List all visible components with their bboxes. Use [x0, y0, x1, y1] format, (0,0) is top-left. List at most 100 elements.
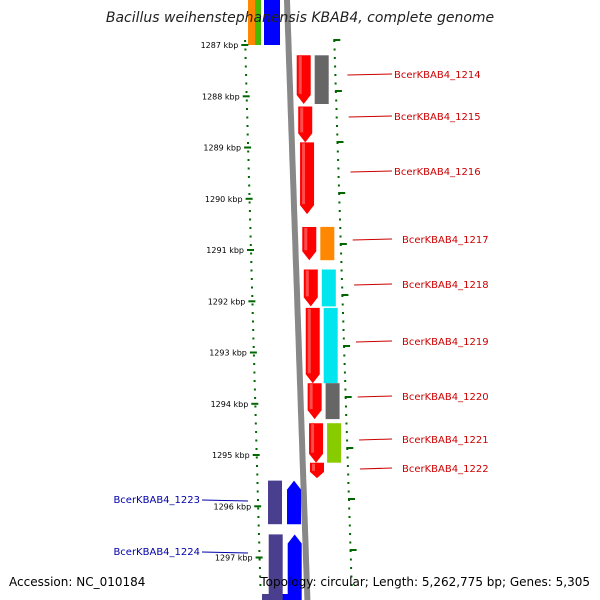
scale-tick-label: 1291 kbp: [206, 246, 244, 255]
gene-label-leader: [359, 438, 393, 441]
ruler-dot: [253, 388, 256, 391]
ruler-dot: [258, 541, 261, 544]
ruler-dot: [247, 150, 250, 153]
ruler-dot: [256, 465, 258, 467]
ruler-dot: [341, 286, 344, 289]
ruler-dot: [258, 567, 261, 569]
gene-label[interactable]: BcerKBAB4_1219: [402, 337, 489, 348]
ruler-dot: [255, 448, 258, 450]
ruler-dot: [342, 312, 344, 314]
gene-label[interactable]: BcerKBAB4_1223: [113, 495, 200, 506]
ruler-dot: [253, 371, 256, 374]
scale-tick-label: 1294 kbp: [211, 400, 249, 409]
ruler-dot: [248, 201, 251, 204]
gene-cog-block[interactable]: [320, 226, 335, 261]
gene-label-leader: [357, 395, 393, 398]
genome-backbone: [284, 0, 311, 600]
ruler-dot: [343, 363, 346, 365]
ruler-dot: [252, 337, 255, 340]
ruler-dot: [256, 482, 259, 484]
ruler-dot: [252, 346, 255, 348]
genome-summary-text: Topology: circular; Length: 5,262,775 bp…: [259, 575, 590, 589]
gene-label[interactable]: BcerKBAB4_1221: [402, 435, 489, 446]
ruler-dot: [259, 575, 262, 578]
gene-cog-block[interactable]: [314, 55, 329, 104]
gene-label-leader: [347, 73, 393, 76]
gene-label-leader: [348, 115, 393, 118]
ruler-dot: [349, 541, 352, 544]
ruler-dot: [339, 235, 342, 238]
ruler-dot: [259, 584, 262, 586]
ruler-dot: [250, 261, 253, 263]
ruler-dot: [250, 278, 253, 280]
gene-label[interactable]: BcerKBAB4_1220: [402, 392, 489, 403]
gene-label[interactable]: BcerKBAB4_1218: [402, 280, 489, 291]
ruler-dot: [337, 167, 340, 170]
ruler-dot: [248, 193, 251, 195]
gene-label[interactable]: BcerKBAB4_1216: [394, 167, 481, 178]
ruler-dot: [254, 414, 257, 416]
scale-ticks: 1287 kbp 1288 kbp 1289 kbp 1290 kbp 1291 kbp…: [201, 41, 263, 563]
ruler-dot: [251, 286, 253, 289]
gene-arrow-highlight: [309, 384, 313, 410]
gene-cog-block[interactable]: [323, 307, 338, 384]
ruler-dot: [255, 439, 258, 442]
ruler-dot: [336, 133, 339, 136]
gene-labels: BcerKBAB4_1214 BcerKBAB4_1215 BcerKBAB4_12…: [113, 70, 488, 558]
ruler-dot: [342, 329, 345, 331]
gene-arrow-highlight: [307, 308, 311, 374]
ruler-dot: [247, 176, 250, 178]
ruler-dot: [250, 269, 253, 272]
ruler-dot: [252, 329, 255, 331]
ruler-dot: [252, 320, 254, 323]
gene-arrow-highlight: [305, 270, 309, 297]
ruler-dot: [337, 176, 340, 178]
ruler-dot: [257, 507, 260, 510]
ruler-dot: [257, 499, 259, 501]
gene-arrow-reverse[interactable]: [287, 480, 302, 525]
ruler-dot: [245, 74, 248, 76]
ruler-dot: [246, 116, 249, 119]
gene-label-leader: [359, 467, 393, 470]
gene-arrow-reverse[interactable]: [287, 534, 302, 600]
ruler-dot: [341, 303, 344, 306]
ruler-dot: [254, 422, 257, 425]
gene-arrow-highlight: [304, 227, 308, 251]
ruler-dot: [345, 422, 348, 425]
ruler-dot: [346, 456, 349, 459]
ruler-dot: [258, 558, 261, 561]
ruler-dot: [246, 125, 249, 127]
gene-cog-block[interactable]: [268, 534, 283, 600]
gene-label[interactable]: BcerKBAB4_1215: [394, 112, 481, 123]
ruler-dot: [246, 108, 248, 110]
ruler-dot: [249, 244, 252, 246]
gene-label[interactable]: BcerKBAB4_1224: [113, 547, 200, 558]
ruler-dot: [335, 116, 338, 119]
ruler-dot: [245, 99, 248, 102]
gene-cog-block[interactable]: [327, 423, 342, 463]
ruler-dot: [244, 57, 247, 59]
gene-arrow-highlight: [298, 56, 302, 94]
gene-cog-block[interactable]: [268, 480, 282, 525]
gene-label[interactable]: BcerKBAB4_1214: [394, 70, 481, 81]
ruler-dot: [256, 473, 259, 476]
ruler-dot: [247, 159, 250, 161]
ruler-dot: [255, 456, 258, 459]
ruler-dot: [346, 465, 349, 467]
ruler-dot: [253, 380, 256, 382]
ruler-dot: [348, 516, 351, 518]
ruler-dot: [340, 261, 343, 263]
gene-cog-block[interactable]: [321, 269, 336, 307]
gene-label[interactable]: BcerKBAB4_1217: [402, 235, 489, 246]
gene-cog-block[interactable]: [325, 383, 340, 420]
ruler-dot: [258, 550, 261, 552]
gene-label[interactable]: BcerKBAB4_1222: [402, 464, 489, 475]
ruler-dot: [244, 65, 247, 68]
ruler-dot: [249, 235, 252, 238]
ruler-dot: [337, 184, 340, 187]
ruler-dot: [244, 48, 247, 51]
scale-tick-label: 1292 kbp: [208, 297, 246, 306]
ruler-dot: [346, 439, 349, 442]
ruler-dot: [348, 524, 351, 527]
